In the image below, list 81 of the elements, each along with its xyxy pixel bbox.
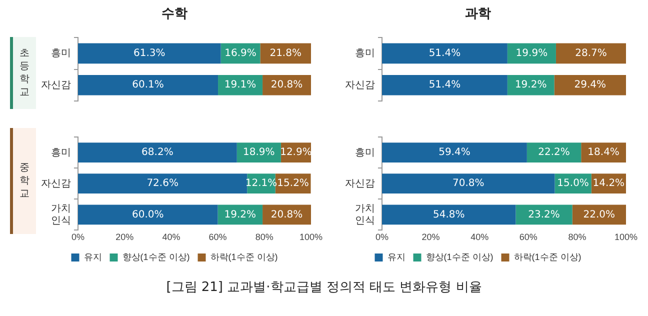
x-tick-label: 100% xyxy=(614,232,638,242)
x-tick-label: 40% xyxy=(470,232,489,242)
data-label: 54.8% xyxy=(432,209,465,220)
data-label: 60.0% xyxy=(132,209,164,220)
data-label: 19.2% xyxy=(514,80,547,91)
x-tick-label: 80% xyxy=(568,232,586,242)
data-label: 59.4% xyxy=(438,147,470,158)
data-label: 29.4% xyxy=(574,80,606,91)
data-label: 22.0% xyxy=(583,209,616,220)
data-label: 15.0% xyxy=(557,178,589,190)
chart-title: 과학 xyxy=(465,5,491,20)
bar xyxy=(526,142,582,162)
bar xyxy=(382,204,516,225)
x-tick-label: 40% xyxy=(162,232,180,242)
bar xyxy=(78,43,221,64)
legend-label: 하락(1수준 이상) xyxy=(514,252,582,262)
bar xyxy=(78,174,248,194)
bar xyxy=(78,204,218,225)
data-label: 18.9% xyxy=(243,147,275,158)
data-label: 19.1% xyxy=(224,80,256,91)
y-axis-title: 중학교 xyxy=(19,162,30,200)
data-label: 12.9% xyxy=(280,147,312,158)
data-label: 21.8% xyxy=(270,48,302,60)
data-label: 68.2% xyxy=(142,147,174,158)
bar xyxy=(382,142,527,162)
bar xyxy=(382,75,508,96)
y-tick-label: 가치 인식 xyxy=(51,203,71,226)
data-label: 16.9% xyxy=(224,48,256,60)
y-tick-label: 흥미 xyxy=(51,147,71,158)
x-tick-label: 0% xyxy=(375,232,389,242)
bar xyxy=(516,204,572,225)
x-tick-label: 0% xyxy=(71,232,85,242)
data-label: 22.2% xyxy=(538,147,570,158)
legend-label: 향상(1수준 이상) xyxy=(426,252,494,262)
legend-label: 유지 xyxy=(84,252,102,262)
bar xyxy=(218,75,263,96)
x-tick-label: 100% xyxy=(299,232,323,242)
y-tick-label: 흥미 xyxy=(355,48,375,60)
legend-label: 하락(1수준 이상) xyxy=(210,252,278,262)
data-label: 23.2% xyxy=(528,209,560,220)
data-label: 19.9% xyxy=(516,48,548,60)
data-label: 28.7% xyxy=(575,48,607,60)
data-label: 20.8% xyxy=(270,209,303,220)
x-tick-label: 60% xyxy=(519,232,538,242)
data-label: 51.4% xyxy=(428,48,461,60)
y-tick-label: 자신감 xyxy=(345,178,375,190)
data-label: 19.2% xyxy=(224,209,256,220)
bar xyxy=(382,174,555,194)
bar xyxy=(554,75,626,96)
y-tick-label: 자신감 xyxy=(345,80,375,91)
data-label: 70.8% xyxy=(452,178,484,190)
data-label: 20.8% xyxy=(270,80,303,91)
bar xyxy=(382,43,508,64)
bar xyxy=(262,75,311,96)
x-tick-label: 20% xyxy=(116,232,134,242)
bar xyxy=(507,75,554,96)
x-tick-label: 20% xyxy=(422,232,440,242)
y-tick-label: 자신감 xyxy=(41,80,71,91)
legend-label: 유지 xyxy=(387,252,406,262)
data-label: 60.1% xyxy=(132,80,164,91)
data-label: 18.4% xyxy=(588,147,620,158)
data-label: 51.4% xyxy=(428,80,461,91)
y-axis-title: 초등학교 xyxy=(19,47,30,99)
bar xyxy=(556,43,626,64)
x-tick-label: 60% xyxy=(208,232,227,242)
legend-label: 향상(1수준 이상) xyxy=(122,252,190,262)
y-tick-label: 흥미 xyxy=(51,48,71,60)
data-label: 14.2% xyxy=(592,178,625,190)
bar xyxy=(78,142,237,162)
y-tick-label: 자신감 xyxy=(41,178,71,190)
bar xyxy=(572,204,626,225)
data-label: 12.1% xyxy=(245,178,278,190)
chart-title: 수학 xyxy=(162,5,188,20)
data-label: 72.6% xyxy=(146,178,178,190)
data-label: 61.3% xyxy=(134,48,166,60)
data-label: 15.2% xyxy=(277,178,309,190)
bar xyxy=(78,75,218,96)
y-tick-label: 흥미 xyxy=(355,147,375,158)
y-tick-label: 가치 인식 xyxy=(355,203,375,226)
x-tick-label: 80% xyxy=(255,232,274,242)
text: [그림 21] 교과별·학교급별 정의적 태도 변화유형 비율 xyxy=(165,279,483,296)
